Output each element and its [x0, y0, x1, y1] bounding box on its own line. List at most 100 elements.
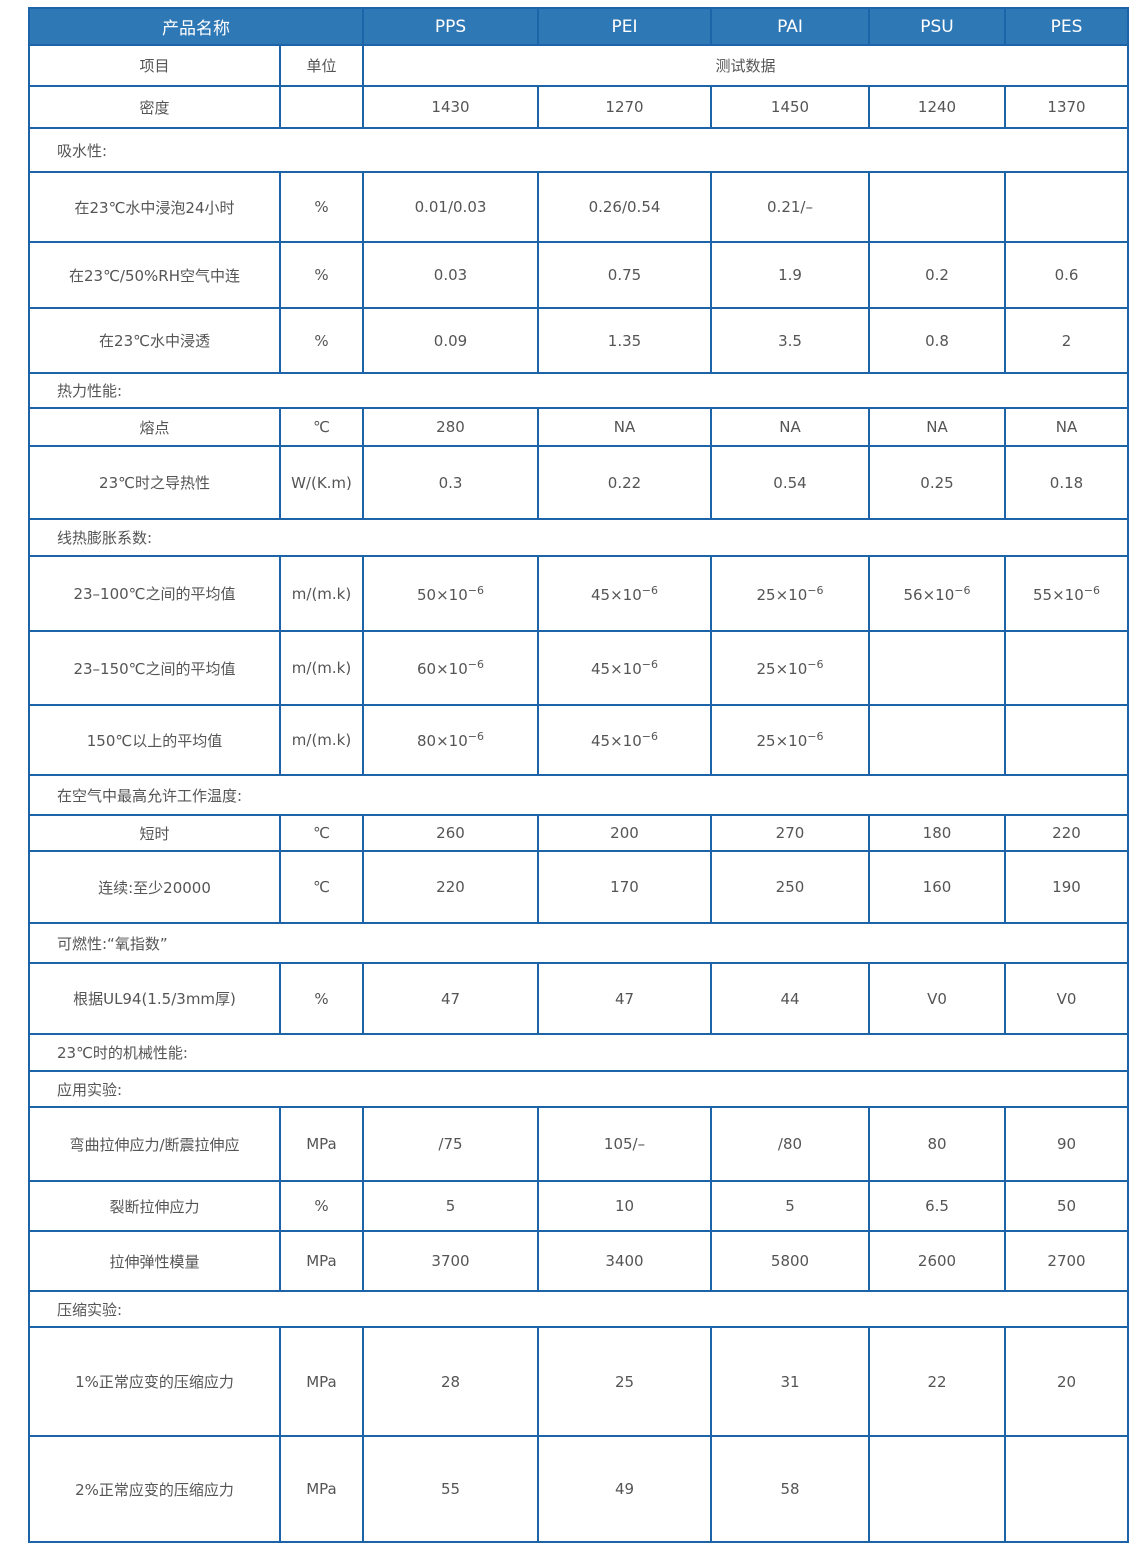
property-label: 密度 [28, 85, 281, 129]
value-cell: 50×10−6 [362, 555, 539, 632]
property-label: 23℃时之导热性 [28, 445, 281, 520]
value-cell: 90 [1004, 1106, 1129, 1182]
section-label: 线热膨胀系数: [28, 518, 1129, 557]
value-cell: 56×10−6 [868, 555, 1006, 632]
property-label: 23–100℃之间的平均值 [28, 555, 281, 632]
value-cell: 1450 [710, 85, 870, 129]
value-cell: 25×10−6 [710, 555, 870, 632]
value-exponent: −6 [641, 730, 658, 743]
value-cell: 45×10−6 [537, 704, 712, 776]
unit-cell: MPa [279, 1435, 364, 1543]
value-exponent: −6 [807, 658, 824, 671]
section-row: 线热膨胀系数: [28, 518, 1129, 557]
value-exponent: −6 [641, 583, 658, 597]
unit-cell: W/(K.m) [279, 445, 364, 520]
unit-cell: MPa [279, 1230, 364, 1292]
material-header-pes: PES [1004, 7, 1129, 46]
test-data-header: 测试数据 [362, 44, 1129, 87]
value-exponent: −6 [1083, 583, 1100, 597]
value-exponent: −6 [467, 658, 484, 671]
value-cell: 55 [362, 1435, 539, 1543]
unit-cell: m/(m.k) [279, 704, 364, 776]
value-base: 25×10 [756, 660, 808, 678]
value-cell: 1270 [537, 85, 712, 129]
value-cell: 0.25 [868, 445, 1006, 520]
value-cell: 0.26/0.54 [537, 171, 712, 243]
value-cell: 0.03 [362, 241, 539, 309]
value-cell: 180 [868, 814, 1006, 852]
table-row: 1%正常应变的压缩应力 MPa 28 25 31 22 20 [28, 1326, 1129, 1437]
value-cell: 160 [868, 850, 1006, 924]
item-header: 项目 [28, 44, 281, 87]
value-cell: 80 [868, 1106, 1006, 1182]
section-label: 23℃时的机械性能: [28, 1033, 1129, 1072]
value-cell: 0.21/– [710, 171, 870, 243]
unit-header: 单位 [279, 44, 364, 87]
value-cell: 25 [537, 1326, 712, 1437]
value-cell: 45×10−6 [537, 555, 712, 632]
value-exponent: −6 [807, 583, 824, 597]
table-row: 裂断拉伸应力% 5 10 5 6.5 50 [28, 1180, 1129, 1232]
table-row: 短时 ℃ 260 200 270 180 220 [28, 814, 1129, 852]
value-exponent: −6 [954, 583, 971, 597]
unit-cell: ℃ [279, 850, 364, 924]
value-cell: 28 [362, 1326, 539, 1437]
value-cell: 50 [1004, 1180, 1129, 1232]
value-cell: 10 [537, 1180, 712, 1232]
section-row: 在空气中最高允许工作温度: [28, 774, 1129, 816]
unit-cell: % [279, 1180, 364, 1232]
value-cell: 3400 [537, 1230, 712, 1292]
value-cell: NA [868, 407, 1006, 447]
value-cell: 25×10−6 [710, 704, 870, 776]
value-cell: 220 [362, 850, 539, 924]
value-cell: 80×10−6 [362, 704, 539, 776]
value-cell: 2700 [1004, 1230, 1129, 1292]
value-cell: 1240 [868, 85, 1006, 129]
value-cell: 200 [537, 814, 712, 852]
table-row: 23–150℃之间的平均值 m/(m.k) 60×10−6 45×10−6 25×10−… [28, 630, 1129, 706]
table-row: 23℃时之导热性 W/(K.m) 0.3 0.22 0.54 0.25 0.18 [28, 445, 1129, 520]
table-row: 在23℃水中浸泡24小时% 0.01/0.03 0.26/0.54 0.21/– [28, 171, 1129, 243]
value-base: 55×10 [1033, 585, 1084, 604]
property-label: 熔点 [28, 407, 281, 447]
value-cell: 1.35 [537, 307, 712, 374]
table-row: 23–100℃之间的平均值 m/(m.k) 50×10−6 45×10−6 25×10−… [28, 555, 1129, 632]
section-label: 热力性能: [28, 372, 1129, 409]
table-row: 在23℃/50%RH空气中连% 0.03 0.75 1.9 0.2 0.6 [28, 241, 1129, 309]
value-cell: 0.75 [537, 241, 712, 309]
section-row: 压缩实验: [28, 1290, 1129, 1328]
value-exponent: −6 [807, 730, 824, 743]
value-cell: 0.6 [1004, 241, 1129, 309]
table-row: 弯曲拉伸应力/断震拉伸应 MPa/75 105/–/80 80 90 [28, 1106, 1129, 1182]
property-label: 拉伸弹性模量 [28, 1230, 281, 1292]
property-label: 根据UL94(1.5/3mm厚) [28, 962, 281, 1035]
material-header-pai: PAI [710, 7, 870, 46]
value-base: 50×10 [417, 585, 468, 604]
value-cell: 44 [710, 962, 870, 1035]
value-cell: 2 [1004, 307, 1129, 374]
material-header-pei: PEI [537, 7, 712, 46]
value-cell: NA [710, 407, 870, 447]
value-cell: 0.2 [868, 241, 1006, 309]
value-cell: 5 [710, 1180, 870, 1232]
section-row: 23℃时的机械性能: [28, 1033, 1129, 1072]
property-label: 裂断拉伸应力 [28, 1180, 281, 1232]
value-cell: 270 [710, 814, 870, 852]
value-cell: V0 [868, 962, 1006, 1035]
value-cell [1004, 1435, 1129, 1543]
unit-cell: MPa [279, 1326, 364, 1437]
value-cell: 20 [1004, 1326, 1129, 1437]
value-cell: 280 [362, 407, 539, 447]
value-cell: NA [1004, 407, 1129, 447]
value-cell [1004, 704, 1129, 776]
value-exponent: −6 [467, 730, 484, 743]
value-cell: 6.5 [868, 1180, 1006, 1232]
value-base: 25×10 [756, 732, 808, 750]
value-base: 80×10 [417, 732, 468, 750]
value-cell [868, 704, 1006, 776]
value-cell: 0.54 [710, 445, 870, 520]
table-row: 150℃以上的平均值 m/(m.k) 80×10−6 45×10−6 25×10−6 [28, 704, 1129, 776]
header-row: 产品名称 PPS PEI PAI PSU PES [28, 7, 1129, 46]
value-cell: NA [537, 407, 712, 447]
property-label: 在23℃/50%RH空气中连 [28, 241, 281, 309]
